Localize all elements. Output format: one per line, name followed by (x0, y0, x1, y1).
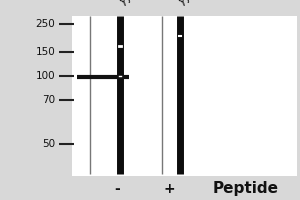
Text: 50: 50 (42, 139, 56, 149)
Text: 150: 150 (36, 47, 56, 57)
FancyBboxPatch shape (72, 16, 297, 176)
Text: Y79: Y79 (178, 0, 200, 9)
Text: 250: 250 (36, 19, 56, 29)
Text: Peptide: Peptide (213, 182, 279, 196)
Text: -: - (114, 182, 120, 196)
Text: Y79: Y79 (119, 0, 142, 9)
Text: +: + (164, 182, 175, 196)
Text: 70: 70 (42, 95, 56, 105)
Text: 100: 100 (36, 71, 56, 81)
